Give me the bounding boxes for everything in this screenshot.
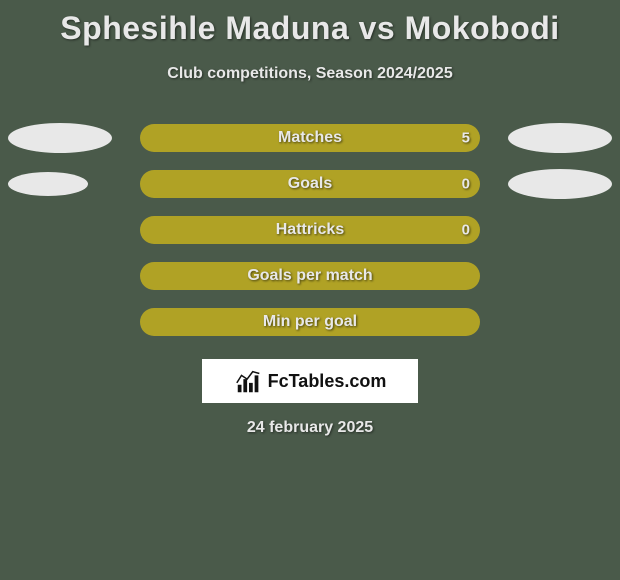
- stat-value-right: 0: [462, 176, 470, 193]
- chart-area: Matches5 Goals0 Hattricks0 Goals per match M…: [0, 115, 620, 345]
- stat-value-right: 0: [462, 222, 470, 239]
- stat-value-right: 5: [462, 130, 470, 147]
- stat-row: Hattricks0: [0, 207, 620, 253]
- stat-row: Min per goal: [0, 299, 620, 345]
- logo-text: FcTables.com: [268, 371, 387, 392]
- stat-row: Goals per match: [0, 253, 620, 299]
- date-label: 24 february 2025: [0, 419, 620, 437]
- chart-icon: [234, 366, 264, 396]
- bar-wrap: Goals0: [140, 170, 480, 198]
- bar-wrap: Matches5: [140, 124, 480, 152]
- stat-row: Matches5: [0, 115, 620, 161]
- page-title: Sphesihle Maduna vs Mokobodi: [0, 0, 620, 47]
- stat-bar: [140, 170, 480, 198]
- bar-wrap: Hattricks0: [140, 216, 480, 244]
- logo-box: FcTables.com: [202, 359, 418, 403]
- right-ellipse: [508, 123, 612, 153]
- stat-bar: [140, 124, 480, 152]
- stat-row: Goals0: [0, 161, 620, 207]
- stat-bar: [140, 262, 480, 290]
- subtitle: Club competitions, Season 2024/2025: [0, 65, 620, 83]
- left-ellipse: [8, 172, 88, 196]
- stat-bar: [140, 308, 480, 336]
- stat-bar: [140, 216, 480, 244]
- right-ellipse: [508, 169, 612, 199]
- bar-wrap: Goals per match: [140, 262, 480, 290]
- bar-wrap: Min per goal: [140, 308, 480, 336]
- left-ellipse: [8, 123, 112, 153]
